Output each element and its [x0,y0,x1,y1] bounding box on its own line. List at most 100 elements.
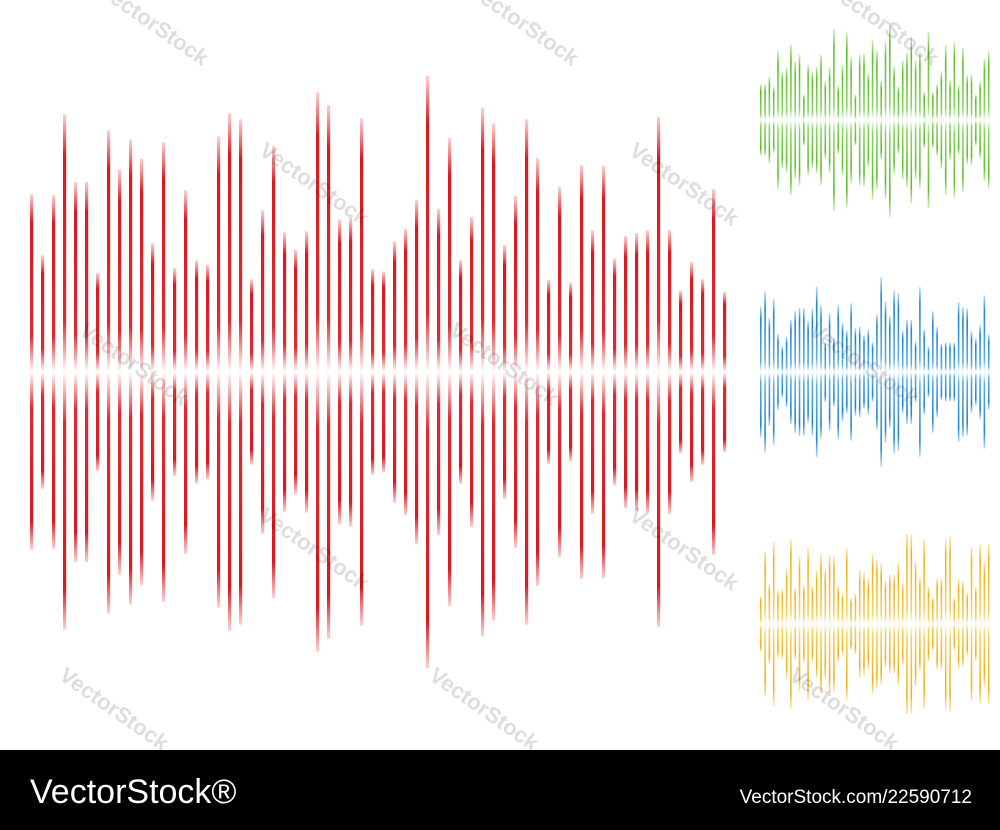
wave-line [790,319,792,425]
wave-line [272,145,276,599]
wave-line [871,342,874,402]
wave-line [239,119,243,625]
wave-line [503,245,507,499]
wave-line [760,596,762,652]
wave-line [944,538,947,710]
wave-line [305,231,309,513]
wave-line [41,255,45,489]
wave-line [828,555,831,693]
wave-line [492,123,496,621]
wave-line [772,86,775,154]
wave-line [811,308,814,436]
wave-line [777,50,779,190]
wave-line [803,308,805,436]
wave-line [712,189,716,555]
wave-line [932,92,934,148]
wave-line [760,306,762,438]
watermark: VectorStock [825,0,944,71]
wave-line [811,71,814,169]
wave-line [807,548,809,700]
wave-line [944,342,947,402]
wave-line [173,268,177,476]
footer-bar [0,750,1000,830]
wave-line [970,74,973,166]
wave-line [906,319,908,425]
wave-line [953,342,956,402]
wave-line [914,341,917,403]
wave-line [923,92,925,148]
wave-line [846,330,848,414]
wave-line [785,568,788,680]
wave-line [118,169,122,575]
wave-line [393,241,397,503]
wave-line [850,57,852,183]
wave-line [966,308,968,436]
wave-line [841,322,844,422]
wave-line [923,539,925,709]
wave-line [893,574,895,674]
wave-line [811,585,814,663]
wave-line [940,578,943,670]
wave-line [820,55,822,185]
wave-line [970,331,973,413]
wave-line [536,158,540,586]
wave-line [889,574,891,674]
wave-line [949,536,951,712]
wave-line [558,186,562,558]
wave-line [983,562,986,686]
wave-line [820,305,822,439]
wave-line [437,208,441,536]
wave-line [613,258,617,486]
wave-line [957,578,960,670]
wave-line [858,570,861,678]
wave-line [815,66,818,174]
wave-line [217,136,221,608]
wave-line [807,64,809,176]
wave-line [316,92,320,652]
wave-line [828,67,831,173]
wave-line [833,337,835,407]
wave-line [927,346,930,398]
wave-line [679,290,683,454]
wave-line [52,195,56,549]
wave-line [983,58,986,182]
wave-line [962,48,964,192]
wave-line [949,80,951,160]
wave-line [580,164,584,580]
wave-line [107,130,111,614]
wave-line [602,165,606,579]
wave-line [338,219,342,525]
wave-line [975,94,977,146]
wave-line [897,293,900,451]
wave-line [794,61,796,179]
wave-line [901,583,904,665]
wave-line [987,543,990,705]
wave-line [893,66,895,174]
wave-line [591,230,595,514]
wave-line [184,190,188,554]
wave-line [798,307,801,437]
wave-line [910,534,913,714]
wave-line [96,272,100,472]
wave-line [803,585,805,663]
brand: VectorStock® [30,773,236,811]
wave-line [893,290,895,454]
wave-line [481,107,485,637]
wave-line [781,346,784,398]
wave-line [129,139,133,605]
wave-line [975,338,977,406]
wave-line [470,216,474,528]
wave-line [195,260,199,484]
wave-line [785,336,788,408]
wave-line [846,32,848,208]
wave-line [657,117,661,627]
wave-line [940,343,943,401]
wave-line [815,286,818,458]
wave-line [85,181,89,563]
watermark: VectorStock [95,0,214,71]
wave-line [983,295,986,449]
wave-line [764,291,766,453]
wave-line [919,287,921,457]
wave-line [876,50,878,190]
